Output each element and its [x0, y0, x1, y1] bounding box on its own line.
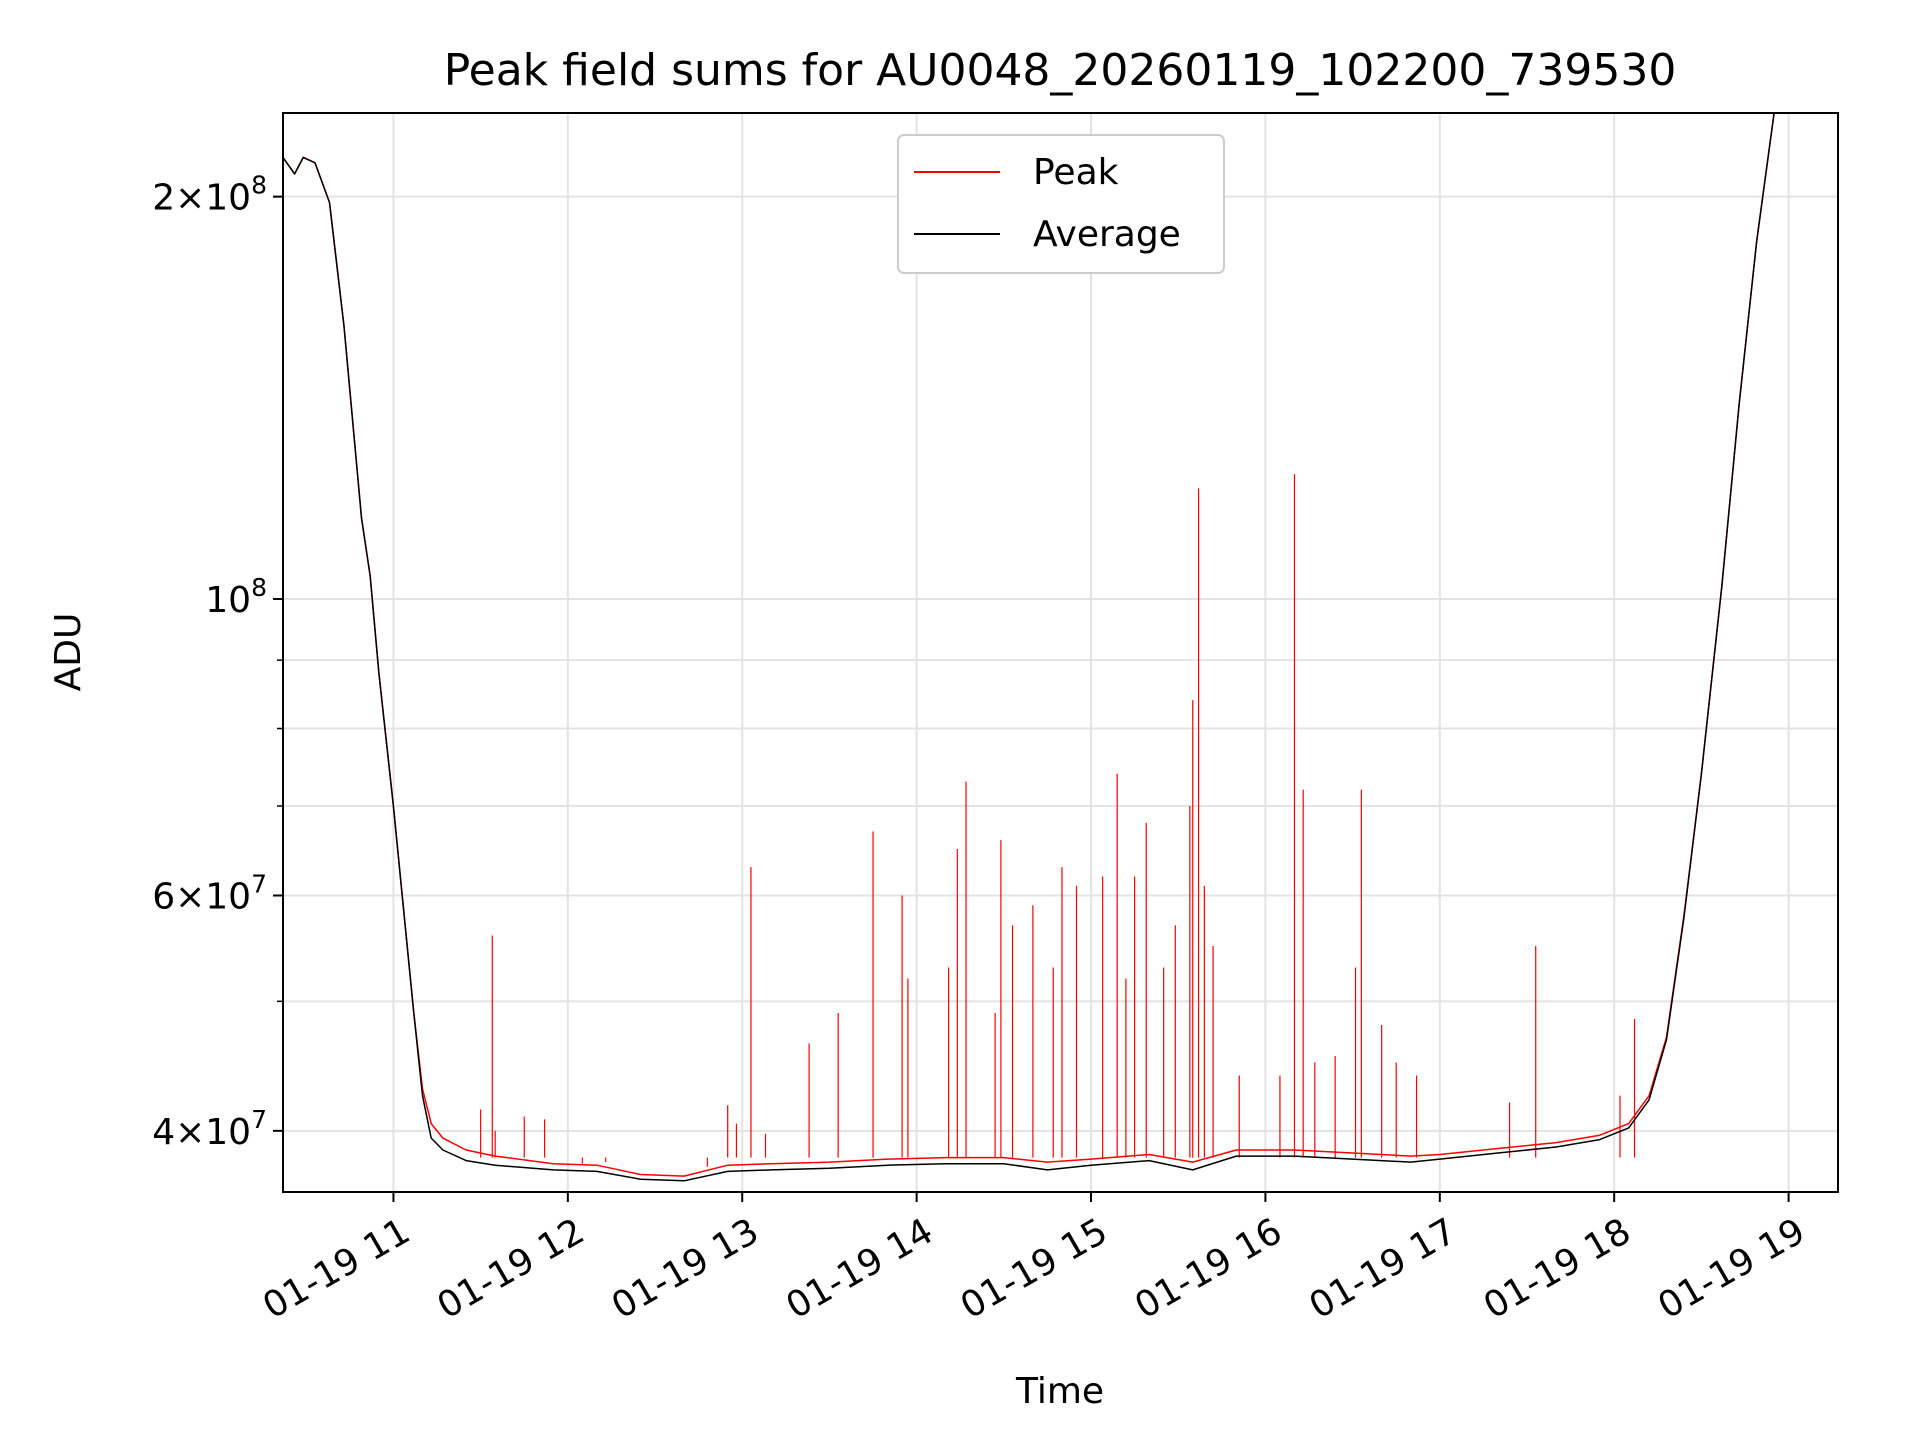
legend: Peak Average [897, 134, 1225, 274]
y-tick-base: 2 [152, 178, 175, 219]
y-tick-label: 2×108 [152, 171, 267, 219]
y-tick-label: 108 [205, 573, 267, 621]
y-gridlines [283, 195, 1838, 1132]
y-tick-mult: × [175, 1112, 205, 1153]
y-tick-label: 6×107 [152, 869, 267, 917]
y-tick-base: 6 [152, 876, 175, 917]
legend-box [897, 134, 1225, 274]
y-tick-exp: 8 [251, 573, 267, 602]
legend-label-average: Average [1033, 214, 1181, 255]
chart-title: Peak field sums for AU0048_20260119_1022… [444, 45, 1677, 96]
y-tick-exp: 7 [251, 1105, 267, 1134]
y-tick-exp: 8 [251, 171, 267, 200]
y-tick-label: 4×107 [152, 1105, 267, 1153]
y-tick-pow: 10 [205, 178, 251, 219]
y-tick-mult: × [175, 178, 205, 219]
y-tick-pow: 10 [205, 1112, 251, 1153]
legend-label-peak: Peak [1033, 152, 1119, 193]
y-tick-mult: × [175, 876, 205, 917]
y-tick-pow: 10 [205, 580, 251, 621]
x-gridlines [392, 113, 1790, 1192]
y-tick-exp: 7 [251, 869, 267, 898]
series-line-average [283, 113, 1775, 1182]
series-layer [283, 113, 1775, 1182]
x-axis-label: Time [1015, 1371, 1104, 1412]
plot-frame [282, 112, 1839, 1193]
y-tick-base: 4 [152, 1112, 175, 1153]
y-axis-label: ADU [48, 613, 89, 692]
y-tick-pow: 10 [205, 876, 251, 917]
